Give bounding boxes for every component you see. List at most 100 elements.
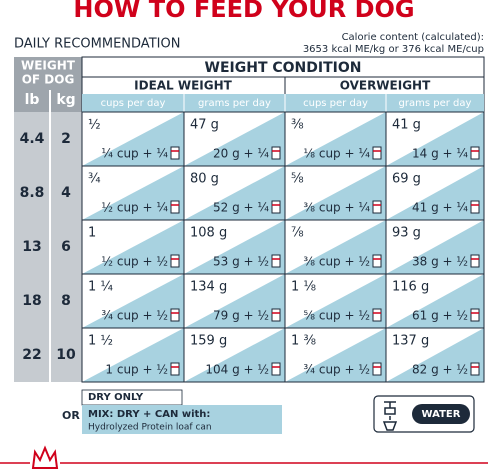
legend-mix-detail: Hydrolyzed Protein loaf can <box>88 423 212 433</box>
mix-amount: 1 cup + ½ <box>105 363 168 377</box>
can-icon <box>470 254 480 268</box>
faucet-icon <box>382 401 398 431</box>
can-icon <box>170 200 180 214</box>
can-icon <box>470 362 480 376</box>
weight-header: WEIGHT <box>21 59 76 73</box>
legend-dry-label: DRY ONLY <box>88 392 144 403</box>
cell-mix-bg <box>82 220 184 274</box>
cell-mix-bg <box>184 328 285 382</box>
dry-amount: 1 <box>88 226 96 241</box>
cell-mix-bg <box>386 112 484 166</box>
title: HOW TO FEED YOUR DOG <box>73 0 414 23</box>
dry-amount: 159 g <box>190 334 227 349</box>
can-icon <box>170 146 180 160</box>
can-icon <box>470 146 480 160</box>
can-icon <box>271 146 281 160</box>
can-icon <box>271 200 281 214</box>
cell-mix-bg <box>184 220 285 274</box>
mix-amount: ⅛ cup + ¼ <box>303 147 370 161</box>
column-header-bg <box>82 94 484 112</box>
dry-amount: 134 g <box>190 280 227 295</box>
weight-lb: 13 <box>22 239 41 255</box>
dry-amount: 80 g <box>190 172 219 187</box>
weight-kg: 10 <box>56 347 76 363</box>
cell-mix-bg <box>184 166 285 220</box>
dry-amount: 93 g <box>392 226 421 241</box>
can-icon <box>372 146 382 160</box>
weight-header-bg <box>14 57 82 112</box>
dry-amount: 47 g <box>190 118 219 133</box>
mix-amount: 38 g + ½ <box>412 255 468 269</box>
cell-mix-bg <box>285 274 386 328</box>
condition-header: WEIGHT CONDITION <box>205 60 362 76</box>
cell-border <box>385 327 485 383</box>
dry-amount: ⅜ <box>291 118 304 133</box>
unit: kg <box>56 92 75 108</box>
mix-amount: 82 g + ½ <box>412 363 468 377</box>
dry-amount: 108 g <box>190 226 227 241</box>
dry-amount: 1 ½ <box>88 334 113 349</box>
can-icon <box>271 362 281 376</box>
column-header: grams per day <box>198 98 271 109</box>
dry-amount: 1 ⅜ <box>291 334 316 349</box>
cell-mix-bg <box>184 274 285 328</box>
legend-mix <box>82 405 282 434</box>
can-icon <box>271 254 281 268</box>
cell-mix-bg <box>386 166 484 220</box>
mix-amount: ½ cup + ½ <box>101 255 168 269</box>
cell-mix-bg <box>82 328 184 382</box>
mix-amount: 79 g + ½ <box>213 309 269 323</box>
group-header: OVERWEIGHT <box>340 79 431 93</box>
column-header: cups per day <box>303 98 368 109</box>
can-icon <box>372 254 382 268</box>
can-icon <box>170 254 180 268</box>
dry-amount: 1 ¼ <box>88 280 113 295</box>
mix-amount: 61 g + ½ <box>412 309 468 323</box>
cell-mix-bg <box>285 166 386 220</box>
dry-amount: ¾ <box>88 172 101 187</box>
column-header: cups per day <box>101 98 166 109</box>
dry-amount: 137 g <box>392 334 429 349</box>
mix-amount: ¾ cup + ½ <box>101 309 168 323</box>
cell-mix-bg <box>285 328 386 382</box>
can-icon <box>470 308 480 322</box>
group-header: IDEAL WEIGHT <box>134 79 233 93</box>
weight-lb: 22 <box>22 347 41 363</box>
can-icon <box>170 362 180 376</box>
cell-mix-bg <box>184 112 285 166</box>
weight-kg: 6 <box>61 239 71 255</box>
legend-or: OR <box>62 409 80 422</box>
mix-amount: 20 g + ¼ <box>213 147 269 161</box>
cell-mix-bg <box>82 166 184 220</box>
cell-mix-bg <box>386 274 484 328</box>
mix-amount: ⅜ cup + ¼ <box>303 201 370 215</box>
cell-mix-bg <box>285 220 386 274</box>
can-icon <box>372 308 382 322</box>
mix-amount: ½ cup + ¼ <box>101 201 168 215</box>
logo <box>0 445 488 469</box>
dry-amount: ⅞ <box>291 226 304 241</box>
cell-mix-bg <box>285 112 386 166</box>
crown <box>31 445 59 469</box>
can-icon <box>372 362 382 376</box>
weight-kg: 4 <box>61 185 71 201</box>
water-pill <box>412 404 470 424</box>
water-label: WATER <box>422 409 461 420</box>
mix-amount: ⅝ cup + ½ <box>303 309 370 323</box>
cell-mix-bg <box>82 274 184 328</box>
weight-kg: 8 <box>61 293 71 309</box>
can-icon <box>271 308 281 322</box>
cell-mix-bg <box>386 220 484 274</box>
can-icon <box>470 200 480 214</box>
cell-mix-bg <box>82 112 184 166</box>
weight-lb: 18 <box>22 293 41 309</box>
weight-header: OF DOG <box>22 73 75 87</box>
mix-amount: ⅜ cup + ½ <box>303 255 370 269</box>
dry-amount: ½ <box>88 118 101 133</box>
subtitle: DAILY RECOMMENDATION <box>14 37 180 52</box>
legend-mix-label: MIX: DRY + CAN with: <box>88 409 210 420</box>
dry-amount: 1 ⅛ <box>291 280 316 295</box>
